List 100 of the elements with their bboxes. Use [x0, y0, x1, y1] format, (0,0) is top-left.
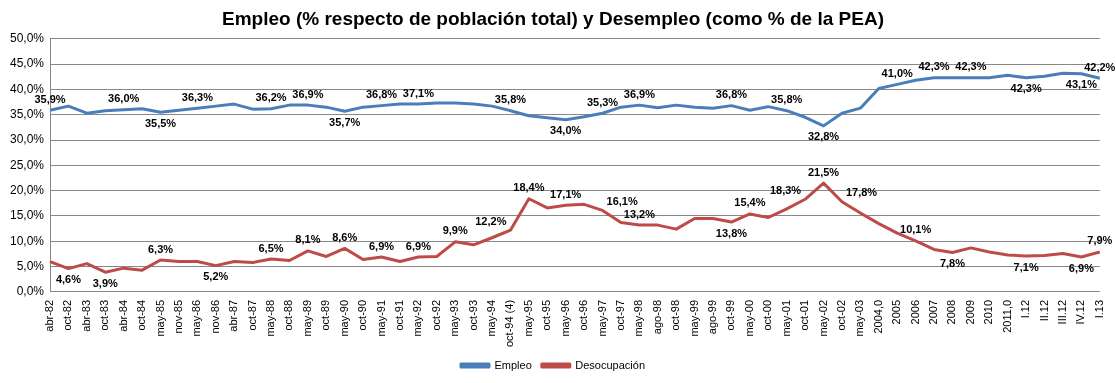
x-tick-label: may-95 [521, 299, 534, 337]
x-tick-label: oct-99 [724, 299, 737, 331]
x-tick-label: oct-83 [98, 299, 111, 331]
data-label: 6,3% [147, 242, 174, 255]
x-tick-label: III.12 [1056, 299, 1068, 325]
x-tick-label: ago-98 [650, 299, 663, 335]
x-tick-label: may-91 [374, 299, 387, 337]
x-tick-label: oct-89 [319, 299, 332, 331]
data-label: 18,4% [513, 181, 545, 194]
x-tick-label: may-03 [853, 299, 866, 337]
data-label: 36,9% [623, 87, 656, 100]
y-tick-label: 25,0% [9, 157, 45, 172]
data-label: 42,3% [955, 60, 987, 73]
x-tick-label: I.12 [1019, 299, 1032, 319]
x-tick-label: oct-84 [135, 299, 148, 331]
data-label: 35,8% [771, 93, 803, 106]
data-label: 13,8% [715, 226, 748, 239]
data-label: 17,8% [845, 186, 878, 199]
data-label: 42,2% [1084, 60, 1116, 73]
data-label: 7,8% [939, 256, 966, 269]
x-tick-label: oct-94 (4) [503, 299, 516, 348]
data-label: 43,1% [1065, 78, 1098, 91]
data-label: 35,3% [586, 95, 619, 108]
y-tick-label: 10,0% [9, 233, 45, 248]
x-tick-label: abr-83 [79, 299, 92, 332]
x-tick-label: may-98 [632, 299, 645, 337]
data-label: 37,1% [402, 86, 435, 99]
x-tick-label: II.12 [1037, 299, 1050, 322]
x-tick-label: 2006 [908, 299, 921, 325]
data-label: 8,6% [332, 230, 358, 243]
legend-label: Desocupación [575, 358, 646, 371]
x-tick-label: oct-96 [577, 299, 590, 331]
x-tick-label: may-90 [337, 299, 350, 337]
x-tick-label: 2008 [945, 299, 958, 325]
x-tick-label: oct-87 [245, 299, 258, 331]
x-tick-label: may-96 [558, 299, 571, 337]
data-label: 21,5% [807, 165, 840, 178]
x-tick-label: IV.12 [1074, 299, 1087, 325]
data-label: 9,9% [442, 224, 468, 237]
data-label: 5,2% [203, 270, 229, 283]
data-label: 36,3% [181, 90, 214, 103]
x-tick-label: oct-98 [669, 299, 682, 331]
data-label: 6,5% [258, 241, 284, 254]
data-label: 17,1% [550, 187, 582, 200]
x-tick-label: may-86 [190, 299, 203, 337]
x-tick-label: oct-00 [761, 299, 774, 331]
data-label: 13,2% [623, 207, 656, 220]
y-tick-label: 35,0% [9, 107, 45, 122]
data-label: 3,9% [92, 276, 119, 289]
data-label: 32,8% [807, 130, 840, 143]
data-label: 35,5% [144, 116, 177, 129]
data-label: 6,9% [1068, 261, 1095, 274]
data-label: 15,4% [734, 196, 766, 209]
x-tick-label: may-85 [153, 299, 166, 337]
x-tick-label: 2011,0 [1000, 299, 1013, 333]
data-label: 12,2% [475, 214, 507, 227]
x-tick-label: oct-02 [834, 299, 847, 331]
chart-title: Empleo (% respecto de población total) y Desempleo (como % de la PEA) [222, 7, 884, 29]
y-tick-label: 30,0% [9, 132, 45, 147]
data-label: 36,0% [108, 92, 140, 105]
x-tick-label: oct-97 [613, 299, 626, 331]
data-label: 7,9% [1087, 234, 1113, 247]
x-tick-label: may-89 [300, 299, 313, 337]
x-tick-label: oct-95 [540, 299, 553, 331]
x-tick-label: may-92 [411, 299, 424, 337]
x-tick-label: I.13 [1092, 299, 1105, 319]
x-tick-label: may-93 [448, 299, 461, 337]
x-tick-label: abr-87 [227, 299, 240, 332]
x-tick-label: oct-92 [429, 299, 442, 331]
x-tick-label: may-99 [687, 299, 700, 337]
x-tick-label: ago-99 [706, 299, 719, 335]
legend-label: Empleo [494, 358, 532, 371]
x-tick-label: may-97 [595, 299, 608, 337]
y-tick-label: 0,0% [16, 284, 45, 299]
data-label: 8,1% [295, 233, 321, 246]
data-label: 6,9% [368, 239, 395, 252]
x-tick-label: oct-88 [282, 299, 295, 331]
data-label: 41,0% [881, 66, 914, 79]
x-tick-label: oct-91 [392, 299, 405, 331]
y-tick-label: 5,0% [16, 258, 45, 273]
data-label: 18,3% [769, 183, 802, 196]
data-label: 16,1% [606, 194, 638, 207]
x-tick-label: oct-90 [356, 299, 369, 331]
x-tick-label: may-88 [264, 299, 277, 337]
data-label: 36,2% [255, 91, 287, 104]
data-label: 36,9% [292, 87, 324, 100]
data-label: 6,9% [405, 239, 432, 252]
x-tick-label: may-02 [816, 299, 829, 337]
x-tick-label: 2009 [963, 299, 976, 325]
x-tick-label: oct-82 [61, 299, 74, 331]
y-tick-label: 20,0% [9, 182, 45, 197]
y-tick-label: 45,0% [9, 56, 45, 71]
data-label: 34,0% [550, 124, 582, 137]
data-label: 35,8% [494, 93, 527, 106]
data-label: 35,7% [329, 115, 361, 128]
x-tick-label: nov-85 [171, 299, 184, 334]
data-label: 42,3% [918, 60, 950, 73]
x-tick-label: 2007 [927, 299, 940, 325]
data-label: 4,6% [55, 273, 82, 286]
x-tick-label: 2010 [982, 299, 995, 325]
